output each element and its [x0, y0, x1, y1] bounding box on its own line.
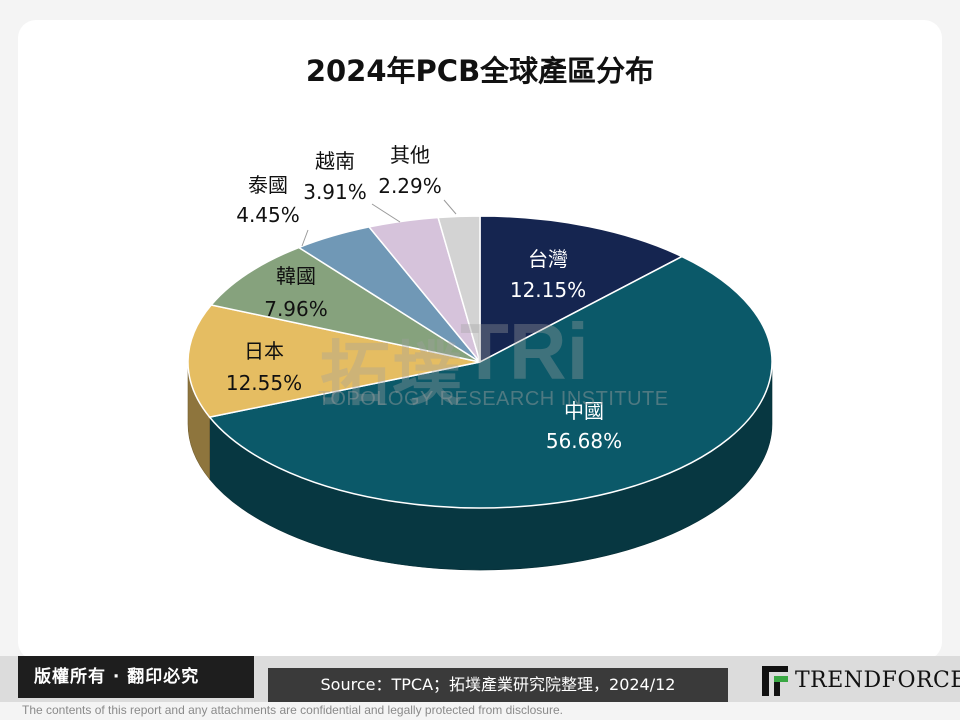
pie-slice-1: [479, 215, 684, 364]
pie-slice-7: [437, 215, 481, 363]
slice-label-4: 韓國: [276, 264, 316, 288]
leader-line-5: [301, 229, 309, 247]
chart-title: 2024年PCB全球產區分布: [305, 54, 655, 88]
pie-slice-2: [208, 255, 773, 509]
watermark-tri: TRi: [460, 307, 589, 396]
logo-bar-top: [762, 666, 788, 672]
logo-bar-green: [774, 676, 788, 682]
pie-leader-lines: [301, 199, 457, 247]
slice-label-5: 泰國: [248, 173, 288, 197]
copyright-notice: 版權所有 · 翻印必究: [18, 656, 254, 698]
slice-value-7: 2.29%: [378, 174, 442, 198]
watermark-cn: 拓墣: [320, 333, 464, 415]
pie-labels: 台灣 12.15% 中國 56.68% 日本 12.55% 韓國 7.96% 泰國 4.45% 越南…: [226, 143, 622, 453]
leader-line-7: [443, 199, 457, 215]
leader-line-6: [371, 203, 401, 223]
logo-bar-stem: [774, 682, 780, 696]
slice-value-3: 12.55%: [226, 371, 302, 395]
disclaimer: The contents of this report and any atta…: [22, 703, 563, 717]
trendforce-logo: [762, 666, 788, 696]
pie-top-slices: [187, 215, 773, 509]
watermark-en: TOPOLOGY RESEARCH INSTITUTE: [318, 388, 669, 410]
slice-value-4: 7.96%: [264, 297, 328, 321]
slice-value-6: 3.91%: [303, 180, 367, 204]
slice-label-2: 中國: [564, 399, 604, 423]
pie-slice-3: [187, 304, 481, 418]
slice-value-1: 12.15%: [510, 278, 586, 302]
slice-label-6: 越南: [315, 149, 355, 173]
slice-value-5: 4.45%: [236, 203, 300, 227]
source-note: Source：TPCA；拓墣產業研究院整理，2024/12: [268, 668, 728, 702]
logo-bar-left: [762, 666, 769, 696]
slice-value-2: 56.68%: [546, 429, 622, 453]
slice-label-1: 台灣: [528, 247, 568, 271]
brand-name: TRENDFORCE: [795, 668, 960, 693]
slice-label-3: 日本: [244, 339, 284, 363]
pie-slice-4: [209, 246, 481, 363]
slice-label-7: 其他: [390, 143, 430, 167]
